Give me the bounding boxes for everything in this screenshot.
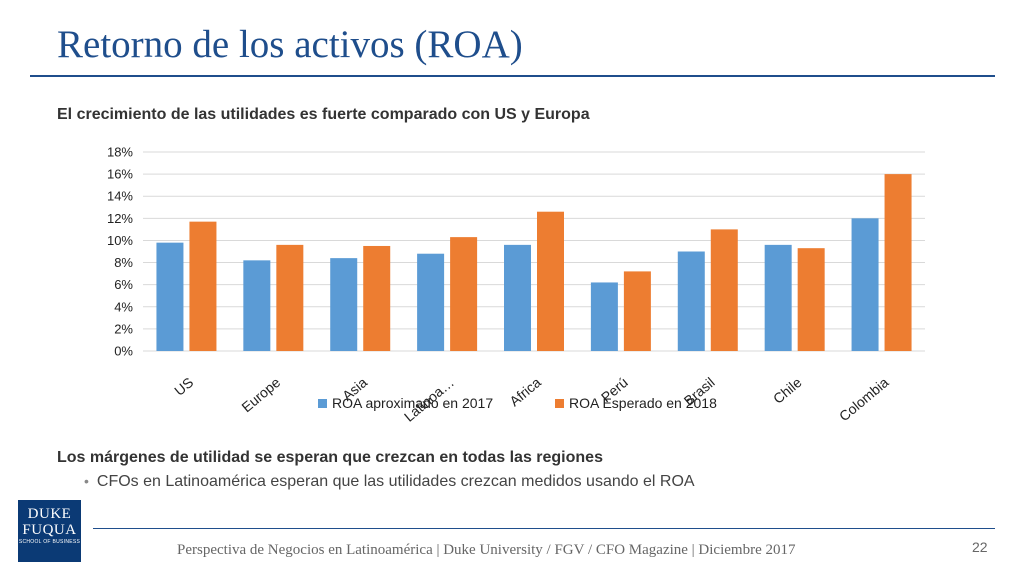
y-tick-label: 16% [107,167,133,182]
bar-2017 [330,258,358,351]
bar-2018 [450,237,478,351]
bar-2018 [797,248,825,351]
chart-subtitle: El crecimiento de las utilidades es fuer… [57,106,590,123]
logo-text-fuqua: FUQUA [22,522,77,538]
logo-text-duke: DUKE [27,506,72,522]
logo-text-school: SCHOOL OF BUSINESS [18,539,81,545]
bar-2017 [851,218,879,351]
y-tick-label: 0% [114,344,133,359]
y-tick-label: 12% [107,211,133,226]
duke-fuqua-logo: DUKE FUQUA SCHOOL OF BUSINESS [18,500,81,562]
legend-label: ROA aproximado en 2017 [332,395,493,411]
roa-bar-chart: 0%2%4%6%8%10%12%14%16%18%US Europe Asia Lat… [107,145,925,425]
bar-2017 [504,244,531,351]
bar-2017 [590,282,618,351]
section-heading: Los márgenes de utilidad se esperan que … [57,449,603,466]
bar-2017 [243,260,271,351]
footer-divider [93,528,995,529]
y-tick-label: 2% [114,321,133,336]
y-tick-label: 18% [107,145,133,160]
y-tick-label: 14% [107,189,133,204]
bar-2018 [537,211,564,351]
title-divider [30,75,995,77]
y-tick-label: 6% [114,277,133,292]
page-number: 22 [972,539,988,555]
legend-label: ROA Esperado en 2018 [569,395,717,411]
bullet-item: • CFOs en Latinoamérica esperan que las u… [84,473,695,491]
legend-swatch [555,399,564,408]
bar-2017 [156,242,184,351]
x-tick-label: Europe [238,374,283,415]
bar-2018 [623,271,651,351]
bar-2017 [417,253,445,351]
x-tick-label: Chile [770,374,805,407]
bullet-text: CFOs en Latinoamérica esperan que las ut… [96,473,695,490]
bar-2018 [276,244,304,351]
y-tick-label: 10% [107,233,133,248]
slide-title: Retorno de los activos (ROA) [57,23,523,66]
bar-2018 [710,229,738,351]
x-tick-label: Africa [506,374,544,409]
x-tick-label: US [171,374,196,399]
y-tick-label: 8% [114,255,133,270]
bar-2017 [764,244,792,351]
bar-2017 [677,251,705,351]
bar-2018 [884,174,912,351]
bar-2018 [363,245,391,351]
legend-swatch [318,399,327,408]
footer-text: Perspectiva de Negocios en Latinoamérica… [177,542,796,558]
bar-2018 [189,221,217,351]
bullet-icon: • [84,473,89,489]
x-tick-label: Colombia [836,374,892,424]
y-tick-label: 4% [114,299,133,314]
